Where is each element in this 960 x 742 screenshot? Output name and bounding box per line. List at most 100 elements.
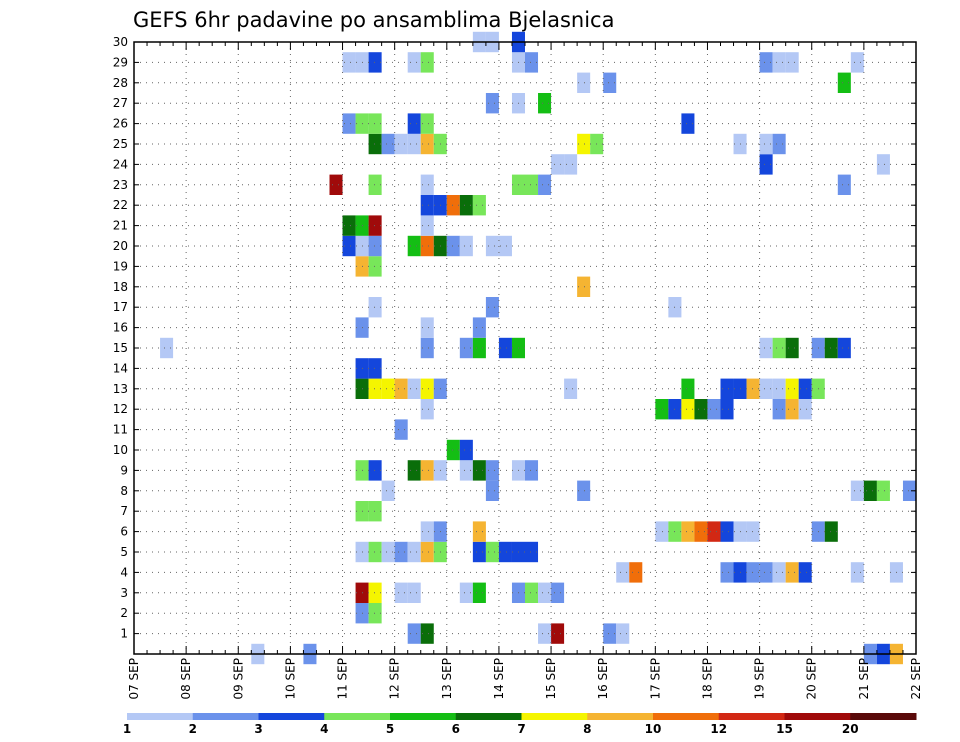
colorbar-swatch <box>850 713 917 720</box>
heatmap-cell <box>655 399 669 420</box>
colorbar-swatch <box>127 713 194 720</box>
x-tick-label: 19 SEP <box>753 658 767 700</box>
heatmap-cell <box>707 399 721 420</box>
y-tick-label: 10 <box>113 443 128 457</box>
heatmap-cell <box>551 582 565 603</box>
x-tick-label: 20 SEP <box>805 658 819 700</box>
heatmap-cell <box>798 562 812 583</box>
colorbar-swatch <box>784 713 851 720</box>
heatmap-cell <box>368 113 382 134</box>
heatmap-cell <box>381 480 395 501</box>
colorbar-swatch <box>324 713 391 720</box>
y-tick-label: 5 <box>120 545 128 559</box>
heatmap-cell <box>876 154 890 175</box>
heatmap-cell <box>850 480 864 501</box>
heatmap-cell <box>694 521 708 542</box>
heatmap-cell <box>772 378 786 399</box>
heatmap-cell <box>407 52 421 73</box>
y-tick-label: 9 <box>120 463 128 477</box>
y-tick-label: 20 <box>113 239 128 253</box>
colorbar-label: 6 <box>452 722 460 736</box>
colorbar-swatch <box>587 713 654 720</box>
heatmap-cell <box>394 419 408 440</box>
heatmap-cell <box>420 623 434 644</box>
heatmap-cell <box>538 623 552 644</box>
heatmap-cell <box>863 480 877 501</box>
plot-frame <box>133 41 917 655</box>
heatmap-cell <box>707 521 721 542</box>
heatmap-cell <box>485 541 499 563</box>
heatmap-cell <box>824 337 838 359</box>
colorbar-label: 8 <box>583 722 591 736</box>
colorbar-label: 20 <box>842 722 859 736</box>
heatmap-cell <box>407 582 421 603</box>
heatmap-cell <box>420 541 434 563</box>
heatmap-cell <box>850 562 864 583</box>
heatmap-cell <box>616 623 630 644</box>
heatmap-cell <box>472 521 486 542</box>
heatmap-cells <box>160 31 916 665</box>
heatmap-cell <box>342 113 356 134</box>
colorbar-swatch <box>258 713 325 720</box>
heatmap-cell <box>681 399 695 420</box>
heatmap-cell <box>446 195 460 216</box>
heatmap-cell <box>368 235 382 257</box>
heatmap-cell <box>577 72 591 93</box>
heatmap-cell <box>459 195 473 216</box>
heatmap-cell <box>772 52 786 73</box>
heatmap-cell <box>407 378 421 399</box>
heatmap-cell <box>446 439 460 461</box>
heatmap-cell <box>342 215 356 236</box>
heatmap-cell <box>420 317 434 338</box>
y-tick-label: 4 <box>120 565 128 579</box>
y-tick-label: 19 <box>113 259 128 273</box>
heatmap-cell <box>538 582 552 603</box>
heatmap-cell <box>551 154 565 175</box>
heatmap-cell <box>759 133 773 155</box>
heatmap-cell <box>798 378 812 399</box>
heatmap-cell <box>381 133 395 155</box>
heatmap-cell <box>368 460 382 481</box>
heatmap-cell <box>759 52 773 73</box>
heatmap-cell <box>785 399 799 420</box>
heatmap-cell <box>720 399 734 420</box>
colorbar-label: 10 <box>645 722 662 736</box>
colorbar-swatch <box>390 713 457 720</box>
heatmap-cell <box>420 133 434 155</box>
heatmap-cell <box>420 378 434 399</box>
heatmap-cell <box>407 541 421 563</box>
y-tick-label: 12 <box>113 402 128 416</box>
x-tick-label: 11 SEP <box>336 658 350 700</box>
heatmap-cell <box>459 235 473 257</box>
heatmap-cell <box>368 603 382 624</box>
heatmap-cell <box>368 582 382 603</box>
heatmap-cell <box>746 378 760 399</box>
y-tick-label: 22 <box>113 198 128 212</box>
heatmap-cell <box>902 480 916 501</box>
heatmap-cell <box>720 562 734 583</box>
x-tick-label: 21 SEP <box>857 658 871 700</box>
colorbar-label: 1 <box>123 722 131 736</box>
y-tick-label: 15 <box>113 341 128 355</box>
y-tick-label: 14 <box>113 361 128 375</box>
heatmap-cell <box>394 541 408 563</box>
heatmap-cell <box>772 399 786 420</box>
heatmap-cell <box>824 521 838 542</box>
y-tick-label: 13 <box>113 382 128 396</box>
axis-ticks <box>133 41 917 655</box>
heatmap-cell <box>394 133 408 155</box>
heatmap-cell <box>746 521 760 542</box>
heatmap-cell <box>420 399 434 420</box>
heatmap-cell <box>420 521 434 542</box>
y-tick-label: 30 <box>113 35 128 49</box>
x-tick-label: 16 SEP <box>596 658 610 700</box>
y-tick-label: 1 <box>120 627 128 641</box>
heatmap-cell <box>407 133 421 155</box>
y-tick-label: 26 <box>113 117 128 131</box>
heatmap-cell <box>420 215 434 236</box>
heatmap-cell <box>525 52 539 73</box>
heatmap-cell <box>603 72 617 93</box>
heatmap-cell <box>368 297 382 318</box>
heatmap-cell <box>368 174 382 195</box>
y-tick-label: 28 <box>113 76 128 90</box>
